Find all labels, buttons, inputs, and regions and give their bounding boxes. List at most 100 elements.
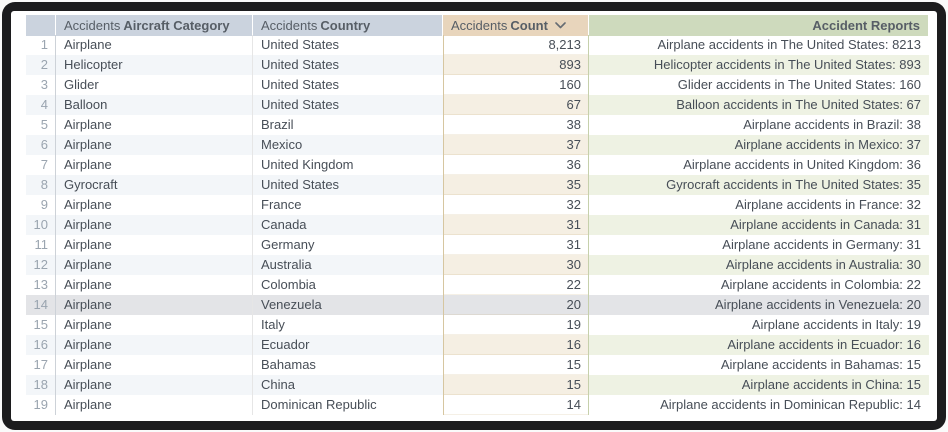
cell-aircraft-category[interactable]: Airplane <box>56 395 253 415</box>
row-number[interactable]: 5 <box>26 115 56 135</box>
row-number[interactable]: 17 <box>26 355 56 375</box>
table-row[interactable]: 11 Airplane Germany 31 Airplane accidents in… <box>26 235 929 255</box>
cell-country[interactable]: China <box>253 375 443 395</box>
cell-country[interactable]: Ecuador <box>253 335 443 355</box>
row-number[interactable]: 14 <box>26 295 56 315</box>
cell-country[interactable]: Venezuela <box>253 295 443 315</box>
cell-report[interactable]: Airplane accidents in Dominican Republic… <box>660 397 921 412</box>
cell-report[interactable]: Airplane accidents in Canada: 31 <box>589 215 929 235</box>
cell-count[interactable]: 38 <box>443 115 589 135</box>
cell-country[interactable]: Dominican Republic <box>261 397 377 412</box>
table-row[interactable]: 14 Airplane Venezuela 20 Airplane accidents … <box>26 295 929 315</box>
row-number[interactable]: 4 <box>26 95 56 115</box>
row-number[interactable]: 3 <box>26 75 56 95</box>
cell-count[interactable]: 22 <box>443 275 589 295</box>
table-row[interactable]: 9 Airplane France 32 Airplane accidents in F… <box>26 195 929 215</box>
cell-country[interactable]: Australia <box>253 255 443 275</box>
table-row[interactable]: 19 Airplane Dominican Republic 14 Airplane a… <box>26 395 929 415</box>
cell-report[interactable]: Airplane accidents in Brazil: 38 <box>743 117 921 132</box>
table-row[interactable]: 8 Gyrocraft United States 35 Gyrocraft accid… <box>26 175 929 195</box>
cell-country[interactable]: United States <box>261 77 340 92</box>
table-row[interactable]: 4 Balloon United States 67 Balloon accidents… <box>26 95 929 115</box>
table-row[interactable]: 6 Airplane Mexico 37 Airplane accidents in M… <box>26 135 929 155</box>
cell-country[interactable]: Italy <box>261 317 285 332</box>
table-row[interactable]: 5 Airplane Brazil 38 Airplane accidents in B… <box>26 115 929 135</box>
cell-aircraft-category[interactable]: Glider <box>56 75 253 95</box>
cell-aircraft-category[interactable]: Balloon <box>56 95 253 115</box>
cell-aircraft-category[interactable]: Airplane <box>56 195 253 215</box>
table-row[interactable]: 13 Airplane Colombia 22 Airplane accidents i… <box>26 275 929 295</box>
cell-aircraft-category[interactable]: Airplane <box>56 155 253 175</box>
cell-aircraft-category[interactable]: Helicopter <box>56 55 253 75</box>
table-row[interactable]: 7 Airplane United Kingdom 36 Airplane accide… <box>26 155 929 175</box>
row-number[interactable]: 19 <box>26 395 56 415</box>
row-number[interactable]: 13 <box>26 275 56 295</box>
cell-country[interactable]: United Kingdom <box>261 157 354 172</box>
cell-aircraft-category[interactable]: Airplane <box>56 315 253 335</box>
header-aircraft-category[interactable]: Accidents Aircraft Category <box>56 15 253 36</box>
cell-count[interactable]: 19 <box>443 315 589 335</box>
row-number[interactable]: 15 <box>26 315 56 335</box>
cell-country[interactable]: United States <box>253 55 443 75</box>
cell-report[interactable]: Airplane accidents in Venezuela: 20 <box>589 295 929 315</box>
row-number[interactable]: 9 <box>26 195 56 215</box>
cell-report[interactable]: Glider accidents in The United States: 1… <box>677 77 921 92</box>
table-row[interactable]: 1 Airplane United States 8,213 Airplane acci… <box>26 35 929 55</box>
cell-count[interactable]: 32 <box>443 195 589 215</box>
cell-country[interactable]: Bahamas <box>261 357 316 372</box>
cell-country[interactable]: Colombia <box>261 277 316 292</box>
row-number[interactable]: 12 <box>26 255 56 275</box>
row-number[interactable]: 18 <box>26 375 56 395</box>
table-row[interactable]: 18 Airplane China 15 Airplane accidents in C… <box>26 375 929 395</box>
table-row[interactable]: 3 Glider United States 160 Glider accidents … <box>26 75 929 95</box>
cell-report[interactable]: Gyrocraft accidents in The United States… <box>589 175 929 195</box>
cell-country[interactable]: Canada <box>253 215 443 235</box>
cell-report[interactable]: Airplane accidents in Colombia: 22 <box>720 277 921 292</box>
cell-aircraft-category[interactable]: Airplane <box>56 375 253 395</box>
sort-descending-icon[interactable] <box>555 22 566 29</box>
cell-count[interactable]: 16 <box>443 335 589 355</box>
cell-count[interactable]: 30 <box>443 255 589 275</box>
cell-count[interactable]: 37 <box>443 135 589 155</box>
cell-count[interactable]: 15 <box>443 375 589 395</box>
cell-country[interactable]: Germany <box>261 237 315 252</box>
cell-aircraft-category[interactable]: Airplane <box>56 215 253 235</box>
header-count[interactable]: Accidents Count <box>443 15 589 36</box>
cell-count[interactable]: 67 <box>443 95 589 115</box>
cell-report[interactable]: Airplane accidents in Bahamas: 15 <box>720 357 921 372</box>
cell-aircraft-category[interactable]: Airplane <box>56 275 253 295</box>
row-number[interactable]: 6 <box>26 135 56 155</box>
cell-count[interactable]: 31 <box>443 215 589 235</box>
cell-report[interactable]: Airplane accidents in Italy: 19 <box>751 317 921 332</box>
cell-report[interactable]: Airplane accidents in United Kingdom: 36 <box>683 157 921 172</box>
cell-count[interactable]: 8,213 <box>443 35 589 55</box>
row-number[interactable]: 16 <box>26 335 56 355</box>
header-country[interactable]: Accidents Country <box>253 15 443 36</box>
cell-country[interactable]: Brazil <box>261 117 294 132</box>
cell-report[interactable]: Airplane accidents in France: 32 <box>735 197 921 212</box>
cell-aircraft-category[interactable]: Airplane <box>56 115 253 135</box>
cell-count[interactable]: 160 <box>443 75 589 95</box>
cell-aircraft-category[interactable]: Airplane <box>56 335 253 355</box>
cell-country[interactable]: United States <box>253 175 443 195</box>
cell-country[interactable]: United States <box>261 37 340 52</box>
table-row[interactable]: 2 Helicopter United States 893 Helicopter ac… <box>26 55 929 75</box>
table-row[interactable]: 15 Airplane Italy 19 Airplane accidents in I… <box>26 315 929 335</box>
cell-report[interactable]: Helicopter accidents in The United State… <box>589 55 929 75</box>
row-number[interactable]: 10 <box>26 215 56 235</box>
cell-count[interactable]: 893 <box>443 55 589 75</box>
row-number[interactable]: 7 <box>26 155 56 175</box>
cell-aircraft-category[interactable]: Airplane <box>56 295 253 315</box>
header-accident-reports[interactable]: Accident Reports <box>589 15 929 36</box>
cell-count[interactable]: 36 <box>443 155 589 175</box>
cell-report[interactable]: Balloon accidents in The United States: … <box>589 95 929 115</box>
table-row[interactable]: 10 Airplane Canada 31 Airplane accidents in … <box>26 215 929 235</box>
row-number[interactable]: 1 <box>26 35 56 55</box>
cell-report[interactable]: Airplane accidents in Australia: 30 <box>589 255 929 275</box>
table-row[interactable]: 17 Airplane Bahamas 15 Airplane accidents in… <box>26 355 929 375</box>
cell-country[interactable]: Mexico <box>253 135 443 155</box>
cell-report[interactable]: Airplane accidents in Mexico: 37 <box>589 135 929 155</box>
cell-aircraft-category[interactable]: Airplane <box>56 235 253 255</box>
cell-aircraft-category[interactable]: Gyrocraft <box>56 175 253 195</box>
table-row[interactable]: 16 Airplane Ecuador 16 Airplane accidents in… <box>26 335 929 355</box>
